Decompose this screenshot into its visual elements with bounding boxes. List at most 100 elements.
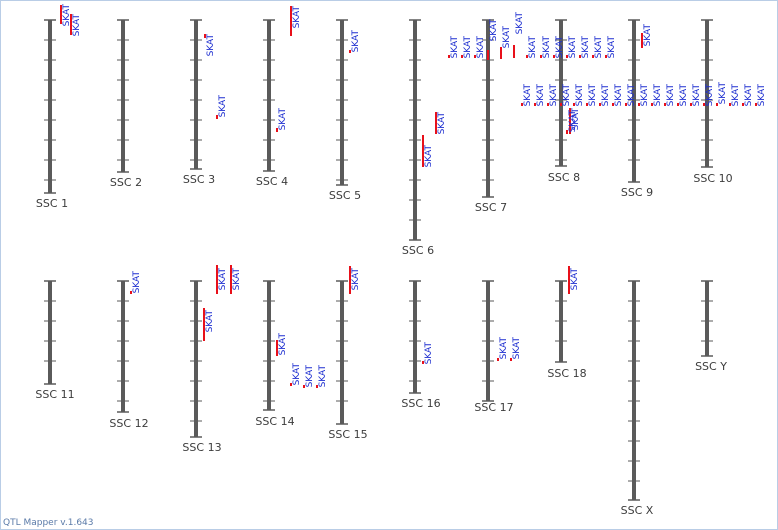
- qtl-label[interactable]: SKAT: [757, 84, 767, 107]
- qtl-label[interactable]: SKAT: [594, 36, 604, 59]
- qtl-label[interactable]: SKAT: [463, 36, 473, 59]
- qtl-marker[interactable]: SKAT: [526, 36, 538, 59]
- qtl-marker[interactable]: SKAT: [316, 365, 328, 388]
- qtl-label[interactable]: SKAT: [581, 36, 591, 59]
- qtl-label[interactable]: SKAT: [278, 108, 288, 131]
- qtl-marker[interactable]: SKAT: [586, 84, 598, 107]
- qtl-label[interactable]: SKAT: [588, 84, 598, 107]
- qtl-marker[interactable]: SKAT: [448, 36, 460, 59]
- qtl-marker[interactable]: SKAT: [664, 84, 676, 107]
- qtl-marker[interactable]: SKAT: [716, 82, 728, 106]
- qtl-label[interactable]: SKAT: [72, 14, 82, 37]
- qtl-marker[interactable]: SKAT: [230, 265, 242, 294]
- qtl-marker[interactable]: SKAT: [547, 84, 559, 107]
- qtl-marker[interactable]: SKAT: [474, 36, 486, 59]
- qtl-label[interactable]: SKAT: [499, 337, 509, 360]
- qtl-marker[interactable]: SKAT: [349, 266, 361, 294]
- qtl-label[interactable]: SKAT: [232, 268, 242, 291]
- qtl-label[interactable]: SKAT: [627, 84, 637, 107]
- qtl-marker[interactable]: SKAT: [553, 36, 565, 59]
- qtl-label[interactable]: SKAT: [437, 112, 447, 135]
- qtl-label[interactable]: SKAT: [318, 365, 328, 388]
- qtl-marker[interactable]: SKAT: [612, 84, 624, 107]
- qtl-marker[interactable]: SKAT: [677, 84, 689, 107]
- qtl-label[interactable]: SKAT: [351, 268, 361, 291]
- qtl-marker[interactable]: SKAT: [290, 6, 302, 36]
- qtl-marker[interactable]: SKAT: [130, 271, 142, 294]
- qtl-marker[interactable]: SKAT: [651, 84, 663, 107]
- qtl-label[interactable]: SKAT: [205, 310, 215, 333]
- qtl-marker[interactable]: SKAT: [487, 19, 499, 60]
- qtl-label[interactable]: SKAT: [206, 34, 216, 57]
- qtl-marker[interactable]: SKAT: [579, 36, 591, 59]
- qtl-marker[interactable]: SKAT: [703, 84, 715, 107]
- qtl-label[interactable]: SKAT: [570, 268, 580, 291]
- qtl-marker[interactable]: SKAT: [461, 36, 473, 59]
- qtl-marker[interactable]: SKAT: [216, 95, 228, 119]
- qtl-marker[interactable]: SKAT: [568, 266, 580, 294]
- qtl-label[interactable]: SKAT: [278, 333, 288, 356]
- qtl-label[interactable]: SKAT: [555, 36, 565, 59]
- qtl-marker[interactable]: SKAT: [276, 108, 288, 132]
- qtl-label[interactable]: SKAT: [424, 145, 434, 168]
- qtl-marker[interactable]: SKAT: [690, 84, 702, 107]
- qtl-marker[interactable]: SKAT: [70, 14, 82, 37]
- qtl-marker[interactable]: SKAT: [566, 110, 578, 134]
- qtl-label[interactable]: SKAT: [515, 12, 525, 35]
- qtl-marker[interactable]: SKAT: [573, 84, 585, 107]
- qtl-label[interactable]: SKAT: [614, 84, 624, 107]
- qtl-label[interactable]: SKAT: [640, 84, 650, 107]
- qtl-label[interactable]: SKAT: [679, 84, 689, 107]
- qtl-marker[interactable]: SKAT: [60, 4, 72, 27]
- qtl-marker[interactable]: SKAT: [560, 84, 572, 107]
- qtl-label[interactable]: SKAT: [607, 36, 617, 59]
- qtl-label[interactable]: SKAT: [571, 108, 581, 131]
- qtl-marker[interactable]: SKAT: [729, 84, 741, 107]
- qtl-marker[interactable]: SKAT: [435, 112, 447, 135]
- qtl-label[interactable]: SKAT: [502, 26, 512, 49]
- qtl-label[interactable]: SKAT: [601, 84, 611, 107]
- qtl-marker[interactable]: SKAT: [500, 26, 512, 59]
- qtl-marker[interactable]: SKAT: [422, 135, 434, 168]
- qtl-marker[interactable]: SKAT: [513, 12, 525, 58]
- qtl-marker[interactable]: SKAT: [566, 36, 578, 59]
- qtl-marker[interactable]: SKAT: [755, 84, 767, 107]
- qtl-label[interactable]: SKAT: [132, 271, 142, 294]
- qtl-label[interactable]: SKAT: [292, 363, 302, 386]
- qtl-label[interactable]: SKAT: [305, 365, 315, 388]
- qtl-label[interactable]: SKAT: [653, 84, 663, 107]
- qtl-marker[interactable]: SKAT: [203, 308, 215, 341]
- qtl-marker[interactable]: SKAT: [592, 36, 604, 59]
- qtl-label[interactable]: SKAT: [218, 268, 228, 291]
- qtl-label[interactable]: SKAT: [575, 84, 585, 107]
- qtl-marker[interactable]: SKAT: [534, 84, 546, 107]
- qtl-label[interactable]: SKAT: [562, 84, 572, 107]
- qtl-label[interactable]: SKAT: [666, 84, 676, 107]
- qtl-label[interactable]: SKAT: [718, 82, 728, 105]
- qtl-label[interactable]: SKAT: [476, 36, 486, 59]
- qtl-marker[interactable]: SKAT: [540, 36, 552, 59]
- qtl-label[interactable]: SKAT: [424, 342, 434, 365]
- qtl-marker[interactable]: SKAT: [204, 34, 216, 57]
- qtl-label[interactable]: SKAT: [568, 36, 578, 59]
- qtl-marker[interactable]: SKAT: [290, 363, 302, 386]
- qtl-marker[interactable]: SKAT: [422, 342, 434, 365]
- qtl-label[interactable]: SKAT: [512, 337, 522, 360]
- qtl-marker[interactable]: SKAT: [303, 365, 315, 388]
- qtl-marker[interactable]: SKAT: [641, 24, 653, 48]
- qtl-label[interactable]: SKAT: [62, 4, 72, 27]
- qtl-marker[interactable]: SKAT: [638, 84, 650, 107]
- qtl-label[interactable]: SKAT: [731, 84, 741, 107]
- qtl-label[interactable]: SKAT: [536, 84, 546, 107]
- qtl-label[interactable]: SKAT: [549, 84, 559, 107]
- qtl-label[interactable]: SKAT: [523, 84, 533, 107]
- qtl-label[interactable]: SKAT: [643, 24, 653, 47]
- qtl-marker[interactable]: SKAT: [510, 337, 522, 361]
- qtl-label[interactable]: SKAT: [705, 84, 715, 107]
- qtl-marker[interactable]: SKAT: [605, 36, 617, 59]
- qtl-marker[interactable]: SKAT: [276, 333, 288, 356]
- qtl-label[interactable]: SKAT: [450, 36, 460, 59]
- qtl-marker[interactable]: SKAT: [521, 84, 533, 107]
- qtl-label[interactable]: SKAT: [292, 6, 302, 29]
- qtl-marker[interactable]: SKAT: [742, 84, 754, 107]
